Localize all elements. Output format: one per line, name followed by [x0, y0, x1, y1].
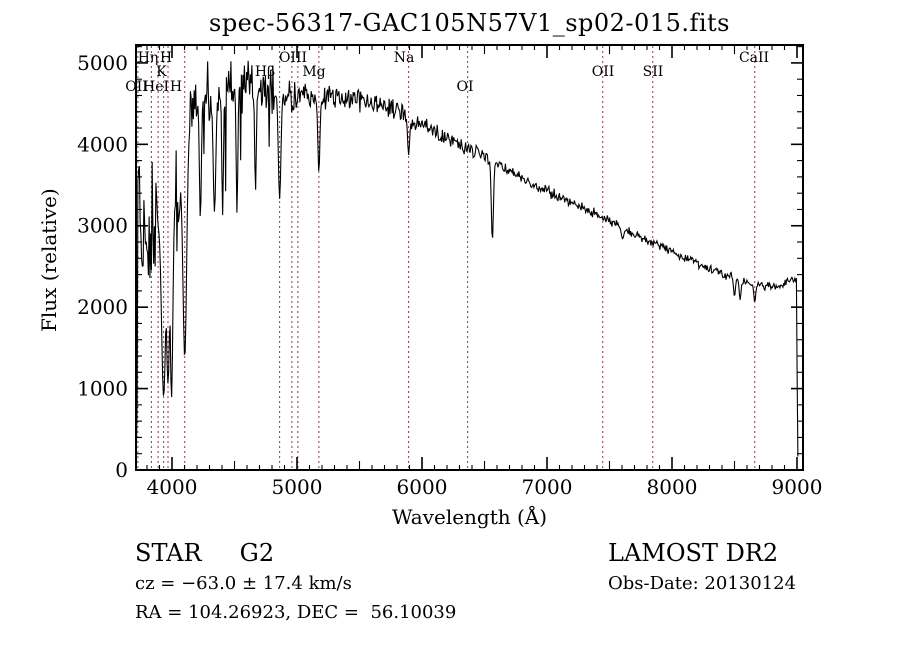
svg-text:HeI: HeI	[143, 79, 169, 95]
svg-text:OIII: OIII	[279, 50, 307, 66]
svg-text:0: 0	[115, 458, 128, 482]
svg-text:7000: 7000	[522, 475, 573, 499]
y-tick-labels: 0 1000 2000 3000 4000 5000	[77, 51, 128, 482]
svg-text:OI: OI	[456, 79, 473, 95]
svg-text:4000: 4000	[147, 475, 198, 499]
svg-text:OII: OII	[592, 64, 615, 80]
obs-date-label: Obs-Date: 20130124	[608, 573, 797, 594]
plot-title: spec-56317-GAC105N57V1_sp02-015.fits	[209, 9, 730, 37]
ra-dec-label: RA = 104.26923, DEC = 56.10039	[135, 602, 457, 623]
y-axis-label: Flux (relative)	[37, 188, 61, 332]
survey-label: LAMOST DR2	[608, 539, 779, 567]
svg-text:SII: SII	[643, 64, 664, 80]
svg-text:K: K	[156, 64, 167, 80]
svg-text:CaII: CaII	[739, 50, 769, 66]
svg-text:9000: 9000	[772, 475, 823, 499]
x-tick-labels: 4000 5000 6000 7000 8000 9000	[147, 475, 823, 499]
svg-text:4000: 4000	[77, 132, 128, 156]
plot-frame	[135, 44, 804, 471]
object-class-label: STAR G2	[135, 539, 275, 567]
svg-text:Mg: Mg	[302, 64, 325, 80]
svg-text:5000: 5000	[272, 475, 323, 499]
svg-text:H: H	[170, 79, 182, 95]
spectrum-trace	[135, 60, 799, 457]
svg-text:1000: 1000	[77, 377, 128, 401]
cz-velocity-label: cz = −63.0 ± 17.4 km/s	[135, 573, 352, 594]
x-axis-label: Wavelength (Å)	[391, 505, 548, 529]
svg-text:Na: Na	[394, 50, 415, 66]
svg-text:Hη: Hη	[138, 50, 159, 66]
spectral-line-markers	[137, 46, 756, 469]
svg-text:5000: 5000	[77, 51, 128, 75]
svg-text:8000: 8000	[647, 475, 698, 499]
svg-text:H: H	[160, 50, 172, 66]
axis-ticks	[136, 45, 803, 471]
svg-text:2000: 2000	[77, 295, 128, 319]
svg-text:3000: 3000	[77, 214, 128, 238]
svg-text:6000: 6000	[397, 475, 448, 499]
